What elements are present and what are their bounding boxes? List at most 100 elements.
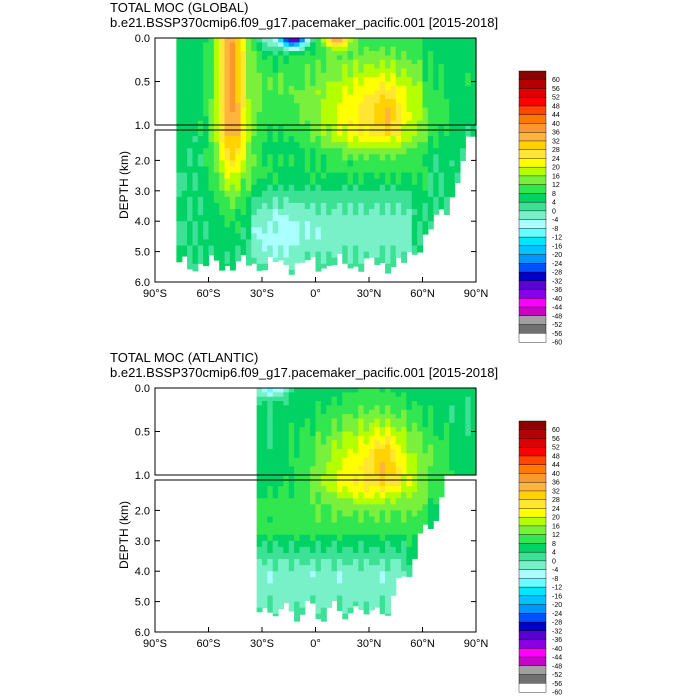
moc-cell <box>283 457 290 463</box>
moc-cell <box>320 38 327 43</box>
moc-cell <box>369 461 375 467</box>
moc-cell <box>433 209 440 215</box>
moc-cell <box>352 46 359 52</box>
moc-cell <box>256 486 263 493</box>
moc-cell <box>401 440 408 446</box>
moc-cell <box>358 409 365 415</box>
moc-cell <box>342 178 349 186</box>
moc-cell <box>283 178 290 186</box>
moc-cell <box>299 559 306 566</box>
moc-cell <box>315 466 322 472</box>
moc-cell <box>288 263 295 271</box>
moc-cell <box>401 251 408 259</box>
moc-cell <box>374 178 381 186</box>
moc-cell <box>256 103 263 109</box>
moc-cell <box>427 498 434 505</box>
moc-cell <box>331 418 338 424</box>
moc-cell <box>352 42 359 48</box>
moc-cell <box>411 38 418 43</box>
moc-cell <box>454 470 461 476</box>
moc-cell <box>336 498 343 505</box>
moc-cell <box>385 196 391 204</box>
moc-cell <box>320 431 327 437</box>
moc-cell <box>331 583 338 591</box>
moc-cell <box>213 111 220 117</box>
moc-cell <box>326 227 333 234</box>
moc-cell <box>443 422 450 428</box>
moc-cell <box>326 172 333 180</box>
moc-cell <box>465 418 472 424</box>
moc-cell <box>219 184 226 192</box>
colorbar-label: -32 <box>552 278 562 285</box>
moc-cell <box>224 196 231 204</box>
moc-cell <box>272 396 279 402</box>
moc-cell <box>251 38 258 43</box>
moc-cell <box>454 435 461 441</box>
moc-cell <box>299 414 306 420</box>
moc-cell <box>203 55 210 61</box>
moc-cell <box>449 172 456 180</box>
moc-cell <box>288 64 295 70</box>
moc-cell <box>262 414 268 420</box>
moc-cell <box>427 221 434 228</box>
moc-cell <box>267 239 274 247</box>
moc-cell <box>358 498 365 505</box>
moc-cell <box>224 251 231 259</box>
moc-cell <box>288 583 295 591</box>
moc-cell <box>203 160 210 168</box>
moc-cell <box>385 263 391 271</box>
moc-cell <box>385 269 391 274</box>
moc-cell <box>326 202 333 210</box>
moc-cell <box>272 504 279 511</box>
moc-cell <box>315 435 322 441</box>
moc-cell <box>454 466 461 472</box>
moc-cell <box>235 46 242 52</box>
moc-cell <box>299 405 306 411</box>
moc-cell <box>427 38 434 43</box>
moc-cell <box>219 77 226 83</box>
moc-cell <box>262 42 268 48</box>
moc-cell <box>417 196 424 204</box>
moc-cell <box>272 251 279 259</box>
moc-cell <box>438 85 445 91</box>
moc-cell <box>401 466 408 472</box>
colorbar-swatch <box>518 648 547 658</box>
moc-cell <box>449 190 456 198</box>
moc-cell <box>272 72 279 78</box>
moc-cell <box>352 422 359 428</box>
moc-cell <box>176 245 183 253</box>
moc-cell <box>369 94 375 100</box>
colorbar-label: 52 <box>552 445 560 452</box>
moc-cell <box>411 85 418 91</box>
moc-cell <box>369 409 375 415</box>
moc-cell <box>181 90 188 96</box>
moc-cell <box>363 418 370 424</box>
moc-cell <box>390 388 397 393</box>
moc-cell <box>256 98 263 104</box>
moc-cell <box>299 470 306 476</box>
colorbar-swatch <box>518 656 547 667</box>
moc-cell <box>299 55 306 61</box>
moc-cell <box>401 42 408 48</box>
colorbar-label: 12 <box>552 182 560 189</box>
moc-cell <box>369 51 375 56</box>
moc-cell <box>459 90 466 96</box>
moc-cell <box>449 166 456 174</box>
moc-cell <box>219 98 226 104</box>
moc-cell <box>385 125 391 137</box>
moc-cell <box>411 504 418 511</box>
chart-title: TOTAL MOC (GLOBAL) <box>110 0 248 15</box>
moc-cell <box>229 81 236 87</box>
moc-cell <box>374 418 381 424</box>
moc-cell <box>299 257 306 263</box>
moc-cell <box>342 42 349 48</box>
moc-cell <box>369 77 375 83</box>
moc-cell <box>433 196 440 204</box>
moc-cell <box>417 504 424 511</box>
moc-cell <box>454 72 461 78</box>
moc-cell <box>315 409 322 415</box>
moc-cell <box>320 72 327 78</box>
moc-cell <box>374 528 381 536</box>
moc-cell <box>443 148 450 155</box>
moc-cell <box>363 51 370 56</box>
